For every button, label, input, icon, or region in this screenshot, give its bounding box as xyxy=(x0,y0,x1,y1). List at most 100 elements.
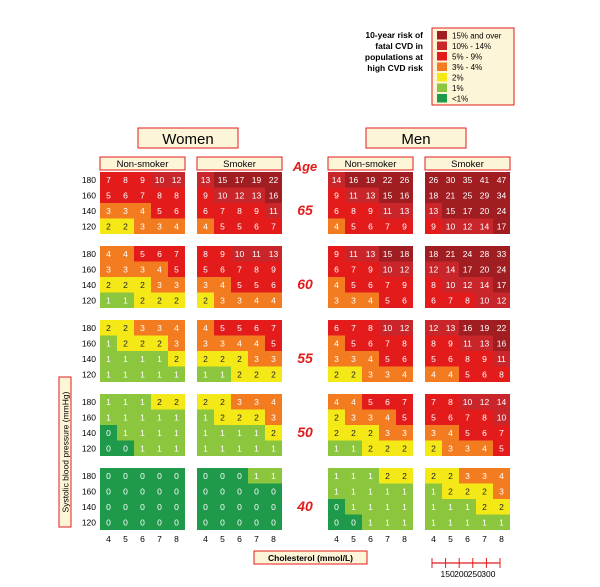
risk-value: 8 xyxy=(499,369,504,379)
risk-value: 0 xyxy=(106,471,111,481)
risk-value: 2 xyxy=(203,295,208,305)
risk-cell-women-smoker-age60 xyxy=(197,261,214,277)
risk-value: 24 xyxy=(463,249,473,259)
risk-cell-women-nonsmoker-age60 xyxy=(100,292,117,308)
risk-value: 47 xyxy=(497,175,507,185)
risk-value: 12 xyxy=(400,264,410,274)
risk-value: 3 xyxy=(465,443,470,453)
risk-value: 0 xyxy=(106,428,111,438)
risk-cell-women-nonsmoker-age50 xyxy=(151,409,168,425)
risk-value: 2 xyxy=(254,412,259,422)
risk-cell-women-smoker-age40 xyxy=(248,468,265,484)
risk-value: 0 xyxy=(157,471,162,481)
risk-cell-men-nonsmoker-age50 xyxy=(345,425,362,441)
risk-value: 0 xyxy=(157,486,162,496)
risk-cell-women-smoker-age65 xyxy=(231,172,248,188)
risk-value: 3 xyxy=(482,471,487,481)
risk-cell-women-nonsmoker-age40 xyxy=(117,468,134,484)
risk-value: 3 xyxy=(140,264,145,274)
risk-value: 8 xyxy=(431,338,436,348)
risk-cell-men-smoker-age40 xyxy=(442,468,459,484)
risk-cell-women-smoker-age60 xyxy=(214,292,231,308)
risk-value: 2 xyxy=(123,221,128,231)
risk-cell-men-nonsmoker-age60 xyxy=(345,246,362,262)
risk-cell-men-smoker-age60 xyxy=(442,292,459,308)
risk-value: 1 xyxy=(203,412,208,422)
risk-value: 1 xyxy=(431,502,436,512)
risk-cell-women-nonsmoker-age55 xyxy=(151,320,168,336)
risk-cell-women-smoker-age50 xyxy=(265,440,282,456)
risk-value: 8 xyxy=(237,206,242,216)
cholesterol-tick-label: 6 xyxy=(140,534,145,544)
risk-value: 9 xyxy=(254,206,259,216)
risk-cell-women-smoker-age40 xyxy=(231,483,248,499)
risk-value: 5 xyxy=(203,264,208,274)
risk-value: 1 xyxy=(368,502,373,512)
risk-value: 12 xyxy=(429,264,439,274)
legend-label: 5% - 9% xyxy=(452,53,482,62)
risk-value: 1 xyxy=(254,428,259,438)
cholesterol-tick-label: 7 xyxy=(157,534,162,544)
risk-cell-men-nonsmoker-age55 xyxy=(345,320,362,336)
risk-value: 5 xyxy=(402,412,407,422)
risk-cell-men-nonsmoker-age40 xyxy=(345,499,362,515)
risk-value: 14 xyxy=(480,280,490,290)
risk-cell-men-smoker-age50 xyxy=(425,440,442,456)
risk-cell-women-nonsmoker-age40 xyxy=(117,514,134,530)
age-header: Age xyxy=(292,159,318,174)
risk-value: 8 xyxy=(431,280,436,290)
risk-value: 3 xyxy=(106,264,111,274)
risk-value: 4 xyxy=(254,338,259,348)
risk-value: 6 xyxy=(157,249,162,259)
risk-value: 1 xyxy=(106,354,111,364)
risk-cell-men-smoker-age55 xyxy=(476,335,493,351)
risk-value: 9 xyxy=(334,190,339,200)
risk-cell-men-nonsmoker-age60 xyxy=(396,292,413,308)
risk-value: 9 xyxy=(368,206,373,216)
risk-value: 29 xyxy=(480,190,490,200)
risk-cell-men-nonsmoker-age60 xyxy=(345,261,362,277)
risk-cell-men-smoker-age50 xyxy=(493,425,510,441)
risk-value: 0 xyxy=(203,471,208,481)
risk-cell-men-smoker-age40 xyxy=(476,499,493,515)
risk-cell-women-smoker-age55 xyxy=(231,320,248,336)
risk-value: 3 xyxy=(465,471,470,481)
risk-value: 10 xyxy=(383,323,393,333)
sbp-tick-label: 160 xyxy=(82,338,96,348)
risk-value: 3 xyxy=(174,280,179,290)
risk-value: 2 xyxy=(402,443,407,453)
risk-value: 1 xyxy=(140,397,145,407)
risk-cell-women-nonsmoker-age65 xyxy=(134,172,151,188)
risk-cell-men-nonsmoker-age50 xyxy=(362,425,379,441)
risk-value: 6 xyxy=(203,206,208,216)
risk-value: 16 xyxy=(497,338,507,348)
risk-cell-men-nonsmoker-age55 xyxy=(396,351,413,367)
risk-cell-women-smoker-age40 xyxy=(248,499,265,515)
men-header: Men xyxy=(401,131,430,148)
risk-cell-men-smoker-age60 xyxy=(459,277,476,293)
risk-cell-women-nonsmoker-age50 xyxy=(117,394,134,410)
risk-value: 0 xyxy=(123,471,128,481)
risk-value: 8 xyxy=(482,412,487,422)
risk-value: 0 xyxy=(237,486,242,496)
risk-value: 21 xyxy=(446,190,456,200)
risk-cell-men-nonsmoker-age60 xyxy=(362,292,379,308)
risk-value: 3 xyxy=(271,412,276,422)
sbp-tick-label: 120 xyxy=(82,221,96,231)
sbp-tick-label: 120 xyxy=(82,369,96,379)
risk-cell-women-nonsmoker-age65 xyxy=(117,203,134,219)
risk-value: 26 xyxy=(429,175,439,185)
risk-value: 2 xyxy=(237,412,242,422)
risk-cell-men-nonsmoker-age55 xyxy=(362,320,379,336)
women-header: Women xyxy=(162,131,213,148)
risk-value: 18 xyxy=(400,249,410,259)
cholesterol-tick-label: 8 xyxy=(402,534,407,544)
risk-cell-women-nonsmoker-age60 xyxy=(151,292,168,308)
risk-cell-men-nonsmoker-age65 xyxy=(396,187,413,203)
risk-cell-women-smoker-age40 xyxy=(231,468,248,484)
risk-value: 2 xyxy=(368,428,373,438)
risk-cell-women-smoker-age65 xyxy=(197,203,214,219)
risk-cell-women-smoker-age60 xyxy=(197,277,214,293)
risk-cell-men-smoker-age60 xyxy=(476,246,493,262)
risk-value: 0 xyxy=(157,502,162,512)
